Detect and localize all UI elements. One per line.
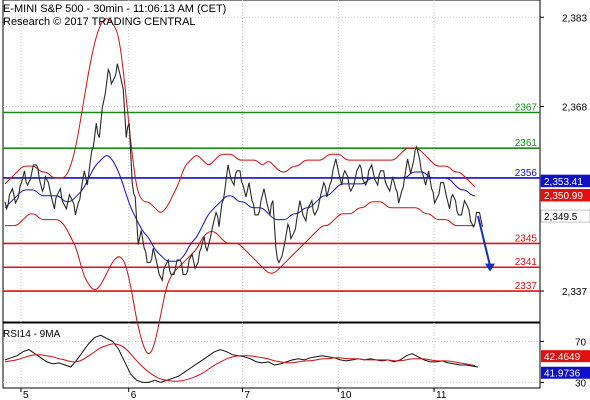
level-label-2367: 2367 <box>515 102 538 113</box>
rsi-title: RSI14 - 9MA <box>3 329 61 340</box>
price-tag-label: 2,349.5 <box>544 212 578 223</box>
price-tick-label: 2,383 <box>562 13 587 24</box>
level-label-2356: 2356 <box>515 168 538 179</box>
support-resistance-levels: 2367 2361 2356 2345 2341 2337 <box>3 102 540 292</box>
rsi-tag-box-1 <box>541 366 590 379</box>
price-axis-ticks: 2,383 2,368 2,337 <box>540 13 587 298</box>
price-tag-label: 2,350.99 <box>544 191 583 202</box>
grid-lines <box>3 0 540 388</box>
rsi-tick-label: 70 <box>575 337 587 348</box>
price-axis-tags: 2,353.41 2,350.99 2,349.5 <box>540 174 590 223</box>
bollinger-upper-band <box>4 18 476 213</box>
level-label-2345: 2345 <box>515 233 538 244</box>
price-tick-label: 2,337 <box>562 287 587 298</box>
level-label-2341: 2341 <box>515 257 538 268</box>
chart-frame <box>2 0 541 389</box>
bollinger-lower-band <box>5 201 475 355</box>
rsi-tag-label: 41.9736 <box>544 369 581 380</box>
price-tag-box-2 <box>540 209 590 223</box>
x-tick-label: 7 <box>244 390 250 400</box>
rsi-panel: 70 30 42.4649 41.9736 <box>4 334 590 389</box>
price-line <box>4 63 484 283</box>
rsi-ma-line <box>4 343 476 382</box>
level-label-2361: 2361 <box>515 138 538 149</box>
rsi-tag-box-0 <box>541 350 590 363</box>
x-tick-label: 5 <box>23 390 29 400</box>
price-tag-box-1 <box>540 188 590 202</box>
level-label-2337: 2337 <box>515 281 538 292</box>
rsi-line <box>4 334 479 383</box>
forecast-arrow-head <box>485 263 495 272</box>
rsi-tag-label: 42.4649 <box>544 352 581 363</box>
forecast-arrow-shaft <box>477 215 491 266</box>
x-tick-label: 10 <box>340 390 352 400</box>
chart-subtitle: Research © 2017 TRADING CENTRAL <box>3 16 196 28</box>
x-tick-label: 11 <box>436 390 447 400</box>
main-plot-border <box>2 0 541 323</box>
rsi-plot-border <box>2 322 541 389</box>
forecast-arrow <box>477 215 495 272</box>
x-axis-ticks: 5 6 7 10 11 <box>3 387 540 400</box>
x-tick-label: 6 <box>131 390 137 400</box>
chart-title: E-MINI S&P 500 - 30min - 11:06:13 AM (CE… <box>3 3 226 15</box>
price-tick-label: 2,368 <box>562 103 587 114</box>
price-tag-label: 2,353.41 <box>544 177 583 188</box>
rsi-tick-label: 30 <box>575 378 587 389</box>
price-tag-box-0 <box>540 174 590 188</box>
